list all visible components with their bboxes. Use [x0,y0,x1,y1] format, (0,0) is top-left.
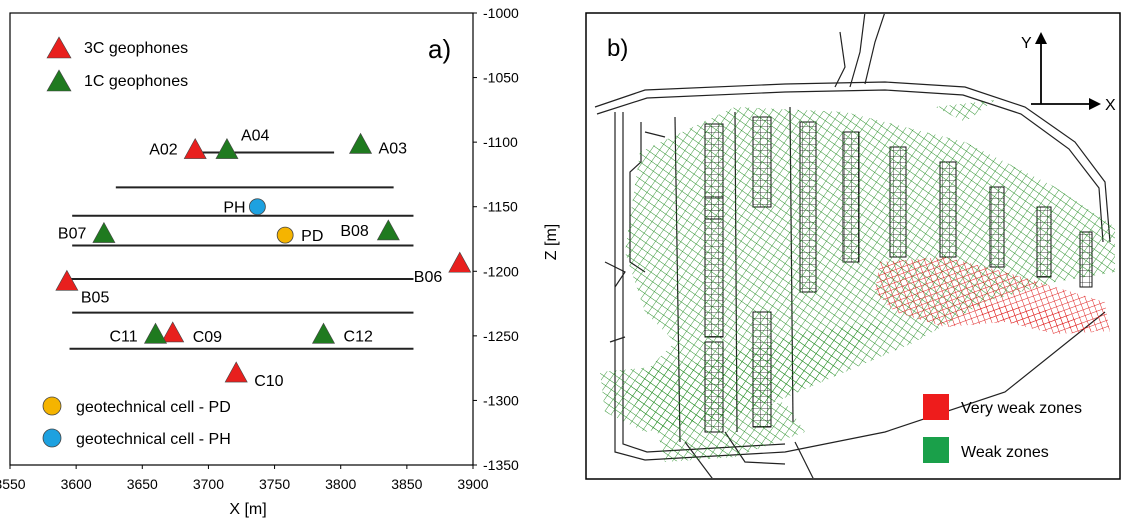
panel-a-chart: 35503600365037003750380038503900 -1000-1… [0,5,560,518]
panel-b-map: b) Y X Very weak zones Weak zones [585,12,1121,480]
geophone-marker-a02 [183,137,207,159]
legend-3c-marker [46,36,72,59]
legend-ph-marker [42,428,62,448]
cell-marker-pd [276,226,294,244]
geophone-marker-b07 [92,221,116,243]
axis-indicator: Y X [1021,32,1116,114]
x-tick-label: 3800 [325,476,356,492]
panel-b-legend: Very weak zones Weak zones [923,394,1082,463]
x-tick-label: 3900 [457,476,488,492]
y-arrow-icon [1035,32,1047,44]
legend-ph-label: geotechnical cell - PH [76,431,231,448]
legend-very-weak-label: Very weak zones [961,400,1082,417]
x-arrow-icon [1089,98,1101,110]
x-tick-label: 3850 [391,476,422,492]
point-label-c10: C10 [254,373,283,390]
x-axis-ticks: 3550 3600 3650 3700 3750 3800 3850 3900 [0,465,489,492]
z-axis-ticks: -1000 -1050 -1100 -1150 -1200 -1250 -1300 -1350 [473,5,519,473]
sensor-markers: A02 B06 B05 C09 C10 A04 A03 B07 B08 C11 C12 PD PH [55,128,472,390]
point-label-b08: B08 [340,223,369,240]
geophone-marker-c10 [224,361,248,383]
point-label-c11: C11 [110,328,138,345]
axis-y-label: Y [1021,35,1032,52]
legend-pd-label: geotechnical cell - PD [76,399,231,416]
weak-zones-mesh [600,100,1115,462]
z-tick-label: -1050 [483,70,519,86]
legend-weak-swatch [923,437,949,463]
panel-b-label: b) [607,35,628,62]
cell-marker-ph [248,198,266,216]
point-label-pd: PD [301,228,323,245]
z-tick-label: -1300 [483,392,519,408]
legend-weak-label: Weak zones [961,444,1049,461]
very-weak-zones-mesh [875,257,1110,334]
geophone-marker-b08 [376,219,400,241]
panel-a-legend: 3C geophones 1C geophones geotechnical c… [42,36,231,448]
z-tick-label: -1150 [483,199,518,215]
mine-model [594,14,1115,478]
z-tick-label: -1200 [483,263,519,279]
geophone-marker-c11 [144,322,168,344]
z-tick-label: -1250 [483,328,519,344]
point-label-a03: A03 [379,140,408,157]
point-label-a04: A04 [241,128,270,145]
point-label-c12: C12 [344,328,373,345]
geophone-marker-c09 [161,321,185,343]
panel-a-label: a) [428,34,451,64]
x-tick-label: 3750 [259,476,290,492]
legend-pd-marker [42,396,62,416]
legend-1c-label: 1C geophones [84,73,188,90]
point-label-b07: B07 [58,226,87,243]
point-label-c09: C09 [193,329,222,346]
z-tick-label: -1000 [483,5,519,21]
x-axis-label: X [m] [229,501,266,518]
axis-x-label: X [1105,97,1116,114]
tunnel-levels [62,151,414,350]
legend-3c-label: 3C geophones [84,40,188,57]
geophone-marker-a03 [349,132,373,154]
point-label-ph: PH [223,200,245,217]
geophone-marker-b05 [55,269,79,291]
z-tick-label: -1350 [483,457,519,473]
geophone-marker-a04 [215,137,239,159]
legend-very-weak-swatch [923,394,949,420]
point-label-a02: A02 [149,142,178,159]
point-label-b06: B06 [414,269,443,286]
x-tick-label: 3600 [61,476,92,492]
z-axis-label: Z [m] [543,224,560,260]
z-tick-label: -1100 [483,134,518,150]
geophone-marker-b06 [448,251,472,273]
geophone-marker-c12 [312,322,336,344]
x-tick-label: 3550 [0,476,26,492]
legend-1c-marker [46,69,72,92]
point-label-b05: B05 [81,289,110,306]
x-tick-label: 3700 [193,476,224,492]
x-tick-label: 3650 [127,476,158,492]
